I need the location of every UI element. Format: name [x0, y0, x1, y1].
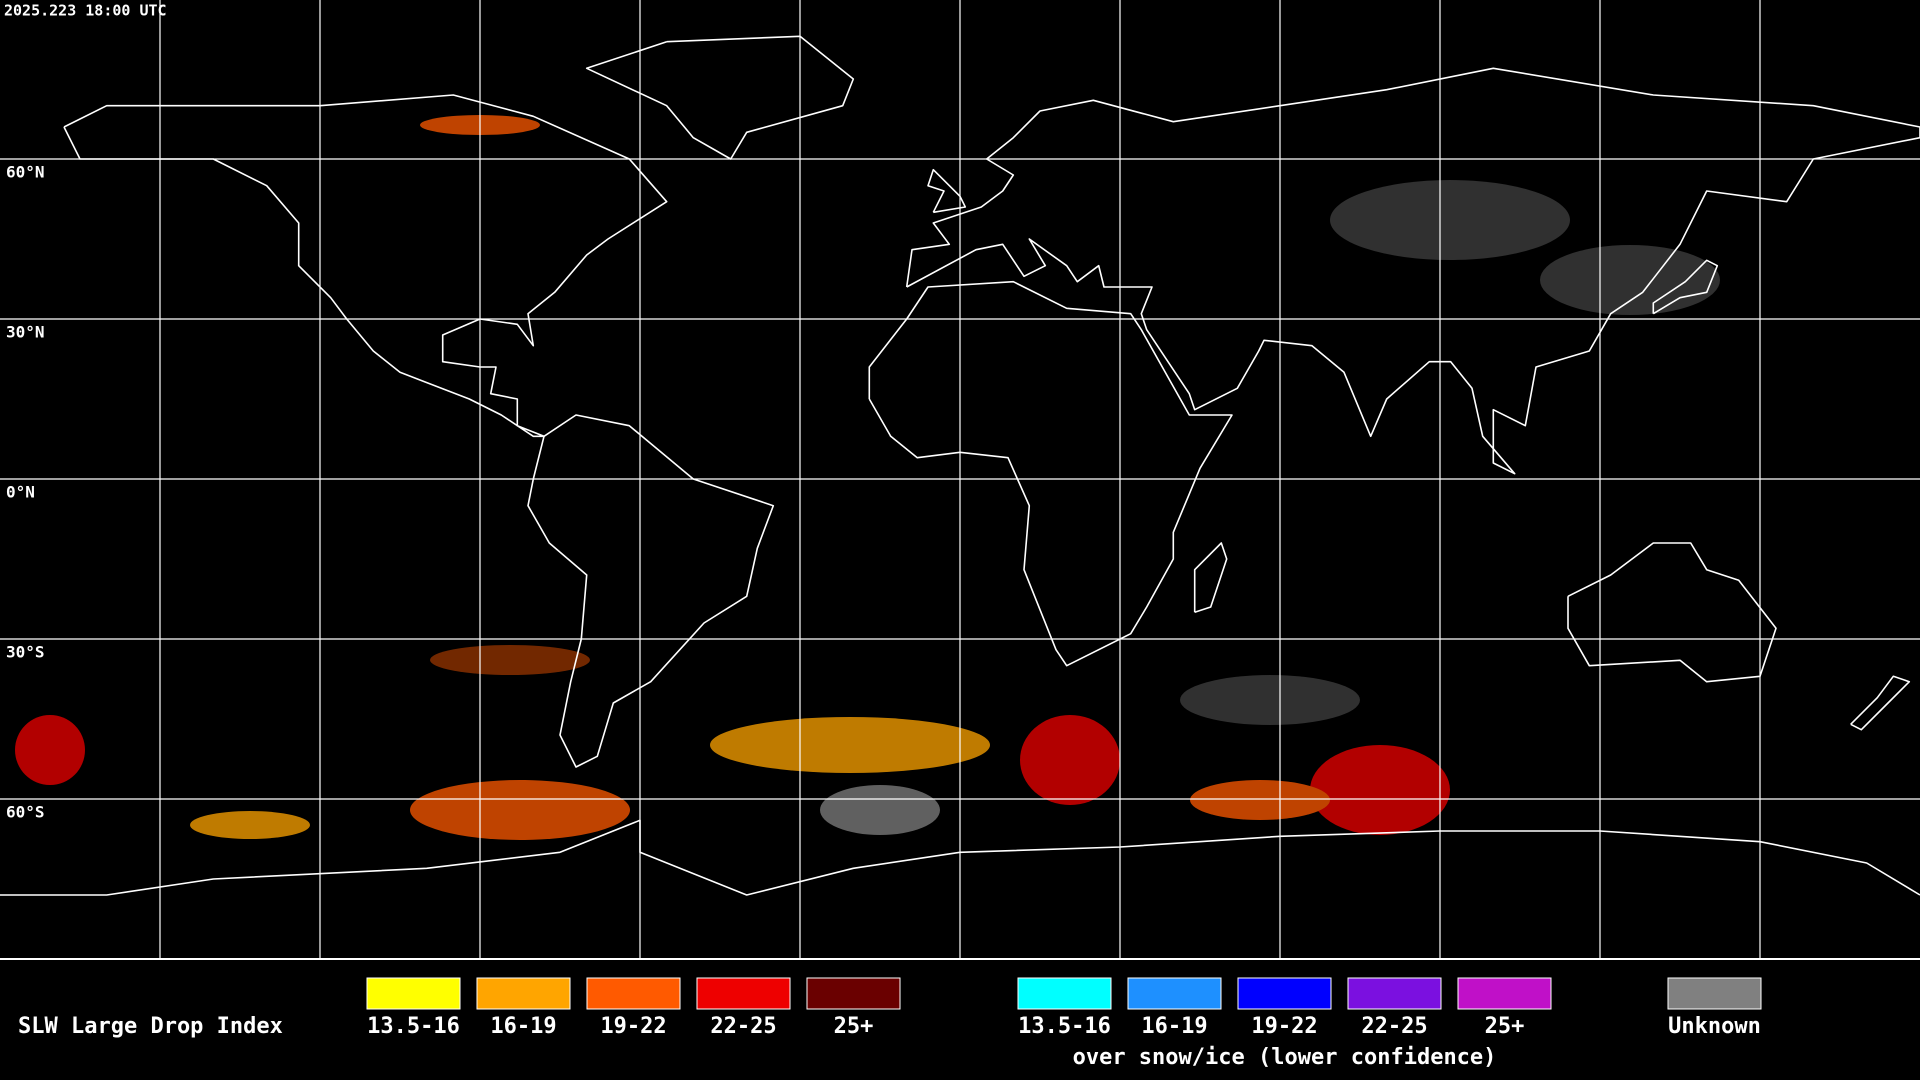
legend-note: over snow/ice (lower confidence) — [1073, 1045, 1497, 1070]
cloud-patch — [1190, 780, 1330, 820]
cloud-patch — [430, 645, 590, 675]
legend-swatch — [1667, 977, 1762, 1010]
legend-label: 22-25 — [1361, 1014, 1427, 1039]
legend-swatch — [586, 977, 681, 1010]
legend-swatch — [1017, 977, 1112, 1010]
legend-swatch — [1127, 977, 1222, 1010]
coastline — [527, 414, 775, 768]
legend-label: 19-22 — [600, 1014, 666, 1039]
cloud-patch — [1020, 715, 1120, 805]
coastline — [1193, 542, 1228, 614]
cloud-patch — [190, 811, 310, 839]
legend-swatch — [476, 977, 571, 1010]
cloud-patches — [15, 115, 1720, 840]
cloud-patch — [15, 715, 85, 785]
legend-label: 25+ — [834, 1014, 874, 1039]
latitude-label: 60°S — [6, 803, 45, 822]
coastline — [585, 35, 855, 160]
legend-swatch — [806, 977, 901, 1010]
coastline — [927, 168, 967, 214]
legend-label: 13.5-16 — [367, 1014, 460, 1039]
legend-label: 22-25 — [710, 1014, 776, 1039]
map-area: 60°N 30°N 0°N 30°S 60°S — [0, 0, 1920, 958]
legend-swatch — [1347, 977, 1442, 1010]
coastline — [1850, 675, 1911, 731]
latitude-label: 30°N — [6, 323, 45, 342]
legend-swatch — [366, 977, 461, 1010]
legend-swatch — [1237, 977, 1332, 1010]
coastline — [1652, 259, 1719, 315]
cloud-patch — [1310, 745, 1450, 835]
latitude-labels: 60°N 30°N 0°N 30°S 60°S — [6, 163, 45, 822]
legend-swatch — [696, 977, 791, 1010]
legend-label: 16-19 — [490, 1014, 556, 1039]
graticule — [0, 0, 1920, 958]
legend-label: 13.5-16 — [1018, 1014, 1111, 1039]
legend-swatch — [1457, 977, 1552, 1010]
latitude-label: 30°S — [6, 643, 45, 662]
latitude-label: 60°N — [6, 163, 45, 182]
legend-label: 25+ — [1485, 1014, 1525, 1039]
legend-title: SLW Large Drop Index — [18, 1014, 283, 1039]
cloud-patch — [410, 780, 630, 840]
legend-label: 19-22 — [1251, 1014, 1317, 1039]
coastline — [1567, 542, 1777, 683]
cloud-patch — [1180, 675, 1360, 725]
latitude-label: 0°N — [6, 483, 35, 502]
legend-label: 16-19 — [1141, 1014, 1207, 1039]
legend: SLW Large Drop Index 13.5-16 16-19 19-22 22-… — [18, 977, 1762, 1070]
timestamp: 2025.223 18:00 UTC — [4, 2, 167, 20]
cloud-patch — [1540, 245, 1720, 315]
coastline — [0, 819, 1920, 896]
map-border — [0, 958, 1920, 960]
cloud-patch — [710, 717, 990, 773]
legend-label: Unknown — [1668, 1014, 1761, 1039]
cloud-patch — [1330, 180, 1570, 260]
cloud-patch — [820, 785, 940, 835]
coastline — [868, 280, 1233, 667]
